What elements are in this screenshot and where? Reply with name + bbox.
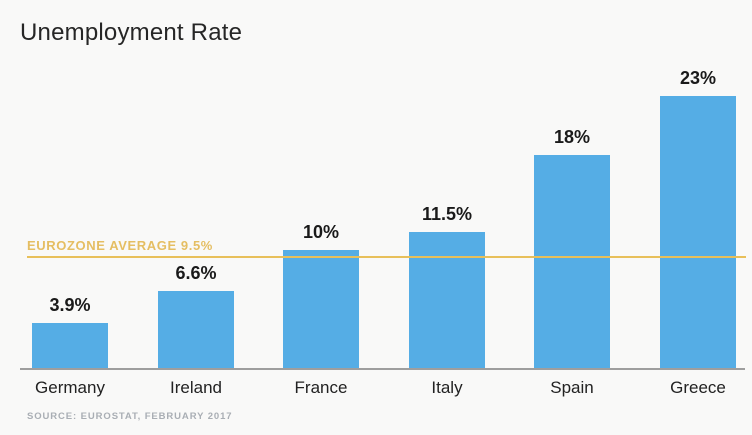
axis-label-germany: Germany [35, 378, 105, 397]
bar-value-label-france: 10% [302, 222, 340, 242]
bar-value-label-ireland: 6.6% [175, 263, 217, 283]
axis-label-spain: Spain [550, 378, 594, 397]
bar-value-label-greece: 23% [679, 68, 717, 88]
bar-value-label-germany: 3.9% [49, 295, 91, 315]
x-axis-baseline [20, 368, 745, 370]
bar-italy [409, 232, 485, 369]
bar-value-label-spain: 18% [553, 127, 591, 147]
axis-label-ireland: Ireland [170, 378, 222, 397]
bar-spain [534, 155, 610, 369]
source-attribution: SOURCE: EUROSTAT, FEBRUARY 2017 [27, 411, 233, 422]
chart-title: Unemployment Rate [20, 19, 243, 46]
bar-france [283, 250, 359, 369]
bar-germany [32, 323, 108, 369]
bar-greece [660, 96, 736, 369]
reference-line [27, 256, 746, 258]
axis-label-italy: Italy [431, 378, 463, 397]
reference-line-label: EUROZONE AVERAGE 9.5% [27, 238, 213, 253]
axis-label-france: France [294, 378, 348, 397]
bar-value-label-italy: 11.5% [421, 204, 473, 224]
bar-ireland [158, 291, 234, 369]
axis-label-greece: Greece [670, 378, 726, 397]
